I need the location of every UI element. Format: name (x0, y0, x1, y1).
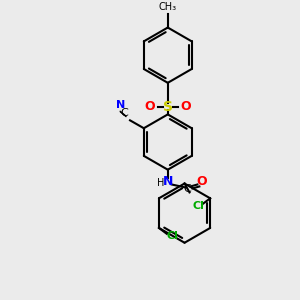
Text: Cl: Cl (167, 231, 179, 241)
Text: S: S (163, 100, 173, 113)
Text: N: N (163, 175, 173, 188)
Text: O: O (145, 100, 155, 113)
Text: C: C (120, 108, 128, 118)
Text: H: H (157, 178, 164, 188)
Text: Cl: Cl (192, 201, 204, 211)
Text: C: C (184, 184, 191, 194)
Text: O: O (196, 175, 207, 188)
Text: N: N (116, 100, 125, 110)
Text: CH₃: CH₃ (159, 2, 177, 12)
Text: O: O (180, 100, 191, 113)
